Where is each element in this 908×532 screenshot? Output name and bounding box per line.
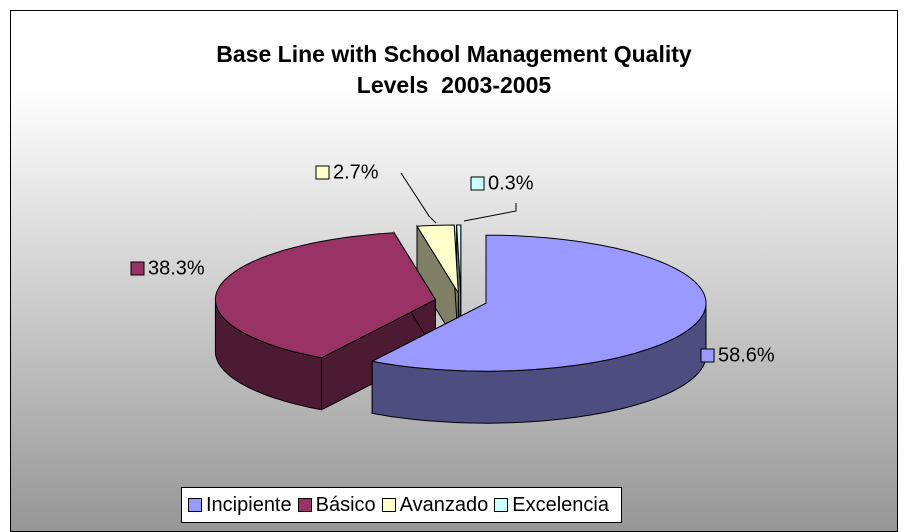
chart: 58.6% 38.3% 2.7% 0.3% Base Line with School…	[10, 10, 898, 532]
leader-line	[463, 203, 517, 222]
chart-title: Base Line with School Management Quality…	[216, 41, 699, 98]
label-key	[470, 176, 485, 191]
legend-swatch	[297, 498, 312, 512]
legend-label: Avanzado	[399, 493, 489, 516]
legend-swatch	[188, 498, 202, 512]
data-label: 0.3%	[488, 172, 534, 194]
legend-item: Avanzado	[381, 493, 489, 517]
label-key	[130, 261, 145, 276]
pie-slice	[370, 234, 707, 372]
legend: Incipiente Básico Avanzado Excelencia	[181, 487, 622, 523]
legend-label: Incipiente	[206, 493, 292, 516]
data-label: 38.3%	[148, 257, 205, 279]
pie-slice	[416, 224, 459, 294]
leader-line	[400, 172, 437, 224]
legend-item: Excelencia	[494, 494, 609, 517]
legend-item: Básico	[297, 493, 376, 517]
data-label: 2.7%	[333, 161, 379, 183]
label-key	[315, 165, 330, 180]
label-key	[700, 348, 715, 363]
legend-label: Básico	[315, 493, 376, 516]
legend-swatch	[381, 498, 396, 512]
data-label: 58.6%	[718, 344, 775, 366]
pie-slice	[456, 224, 462, 294]
legend-label: Excelencia	[512, 493, 609, 516]
legend-swatch	[494, 498, 509, 512]
pie-slice	[214, 232, 437, 359]
pie-area: 58.6% 38.3% 2.7% 0.3%	[130, 161, 775, 424]
legend-item: Incipiente	[188, 494, 292, 517]
